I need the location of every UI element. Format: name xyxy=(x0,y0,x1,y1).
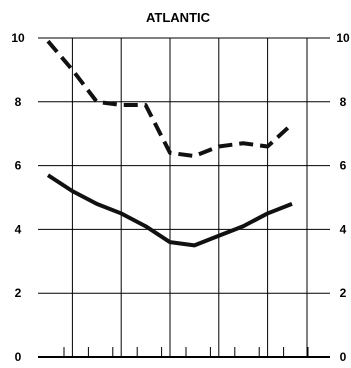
y-tick-label-right: 8 xyxy=(340,95,347,109)
y-tick-label-left: 10 xyxy=(11,31,25,45)
y-tick-label-left: 8 xyxy=(15,95,22,109)
y-tick-label-left: 2 xyxy=(15,286,22,300)
axis-tick-labels: 0 0 2 2 4 4 6 6 8 8 10 10 xyxy=(11,31,350,364)
chart-title: ATLANTIC xyxy=(146,10,211,25)
series-line-solid xyxy=(46,173,293,248)
y-tick-label-right: 0 xyxy=(340,350,347,364)
y-tick-label-right: 6 xyxy=(340,159,347,173)
series-line-dashed xyxy=(46,39,294,159)
y-tick-label-right: 10 xyxy=(336,31,350,45)
y-tick-label-right: 2 xyxy=(340,286,347,300)
y-tick-label-right: 4 xyxy=(340,222,347,236)
y-tick-label-left: 6 xyxy=(15,159,22,173)
y-tick-label-left: 0 xyxy=(15,350,22,364)
grid-lines xyxy=(38,37,330,358)
series-lines xyxy=(46,39,294,248)
y-tick-label-left: 4 xyxy=(15,222,22,236)
tick-marks xyxy=(63,347,309,357)
